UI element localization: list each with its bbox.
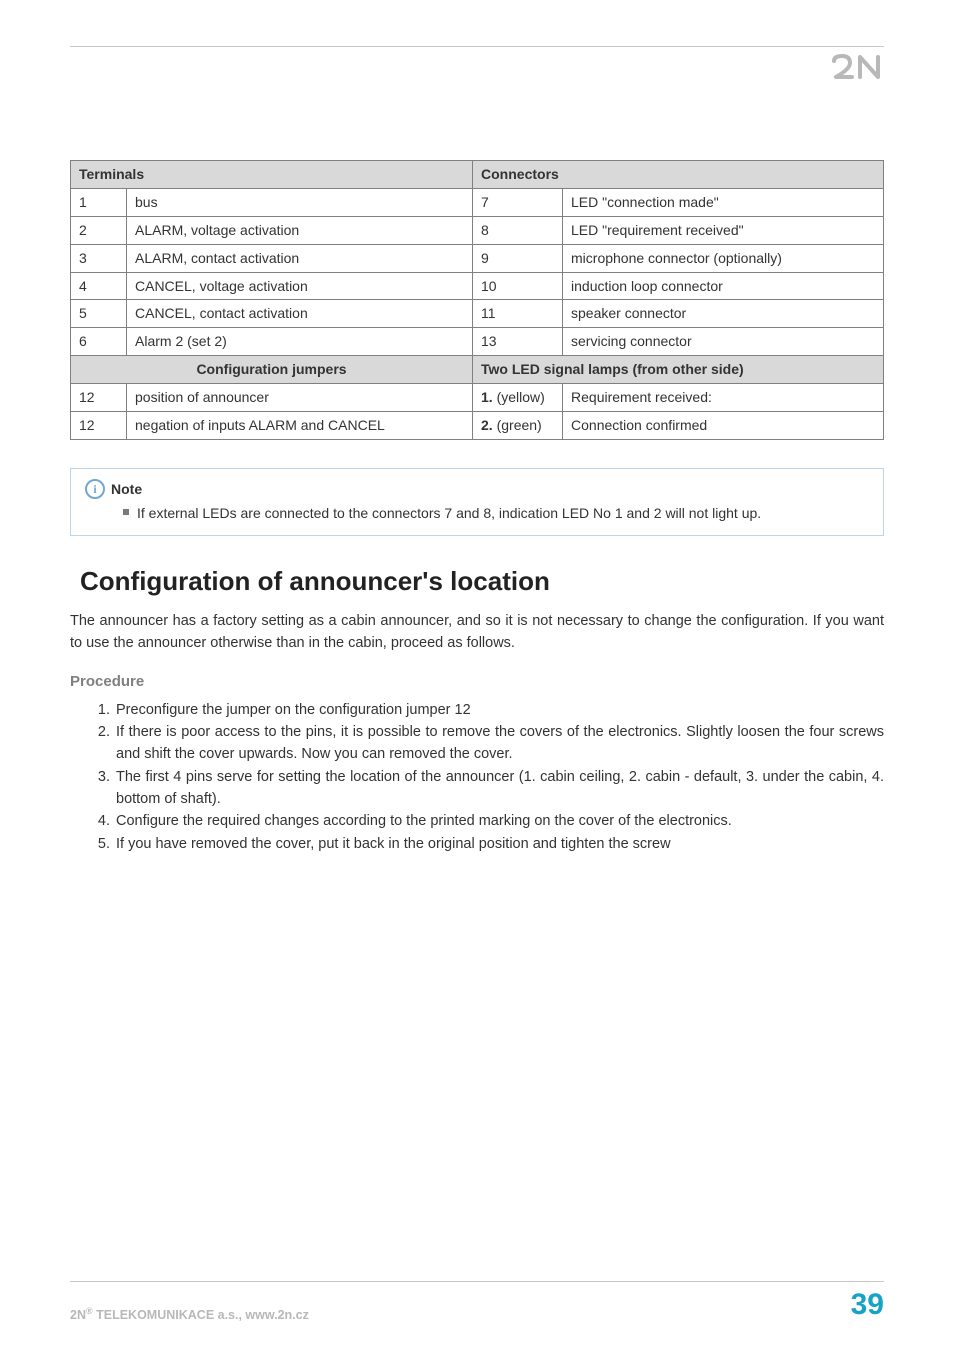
list-item: If there is poor access to the pins, it … <box>114 722 884 766</box>
table-row: 12 negation of inputs ALARM and CANCEL 2… <box>71 412 884 440</box>
table-row: 6 Alarm 2 (set 2) 13 servicing connector <box>71 328 884 356</box>
procedure-list: Preconfigure the jumper on the configura… <box>70 700 884 856</box>
brand-logo <box>830 53 884 90</box>
list-item: Preconfigure the jumper on the configura… <box>114 700 884 722</box>
list-item: If you have removed the cover, put it ba… <box>114 834 884 856</box>
table-row: 4 CANCEL, voltage activation 10 inductio… <box>71 272 884 300</box>
table-row: 2 ALARM, voltage activation 8 LED "requi… <box>71 216 884 244</box>
note-title: Note <box>111 481 142 497</box>
table-row: 3 ALARM, contact activation 9 microphone… <box>71 244 884 272</box>
terminals-connectors-table: Terminals Connectors 1 bus 7 LED "connec… <box>70 160 884 440</box>
section-heading: Configuration of announcer's location <box>80 566 884 597</box>
procedure-heading: Procedure <box>70 673 884 690</box>
list-item: The first 4 pins serve for setting the l… <box>114 767 884 811</box>
header-two-led: Two LED signal lamps (from other side) <box>473 356 884 384</box>
table-row: 1 bus 7 LED "connection made" <box>71 188 884 216</box>
top-divider <box>70 46 884 47</box>
footer-left: 2N® TELEKOMUNIKACE a.s., www.2n.cz <box>70 1306 309 1322</box>
info-icon: i <box>85 479 105 499</box>
section-paragraph: The announcer has a factory setting as a… <box>70 611 884 655</box>
page-footer: 2N® TELEKOMUNIKACE a.s., www.2n.cz 39 <box>70 1281 884 1322</box>
header-config-jumpers: Configuration jumpers <box>71 356 473 384</box>
note-callout: i Note If external LEDs are connected to… <box>70 468 884 536</box>
header-terminals: Terminals <box>71 161 473 189</box>
table-row: 12 position of announcer 1. (yellow) Req… <box>71 384 884 412</box>
list-item: Configure the required changes according… <box>114 811 884 833</box>
note-text: If external LEDs are connected to the co… <box>137 503 761 523</box>
page-number: 39 <box>851 1288 884 1322</box>
table-row: 5 CANCEL, contact activation 11 speaker … <box>71 300 884 328</box>
header-connectors: Connectors <box>473 161 884 189</box>
bullet-icon <box>123 509 129 515</box>
